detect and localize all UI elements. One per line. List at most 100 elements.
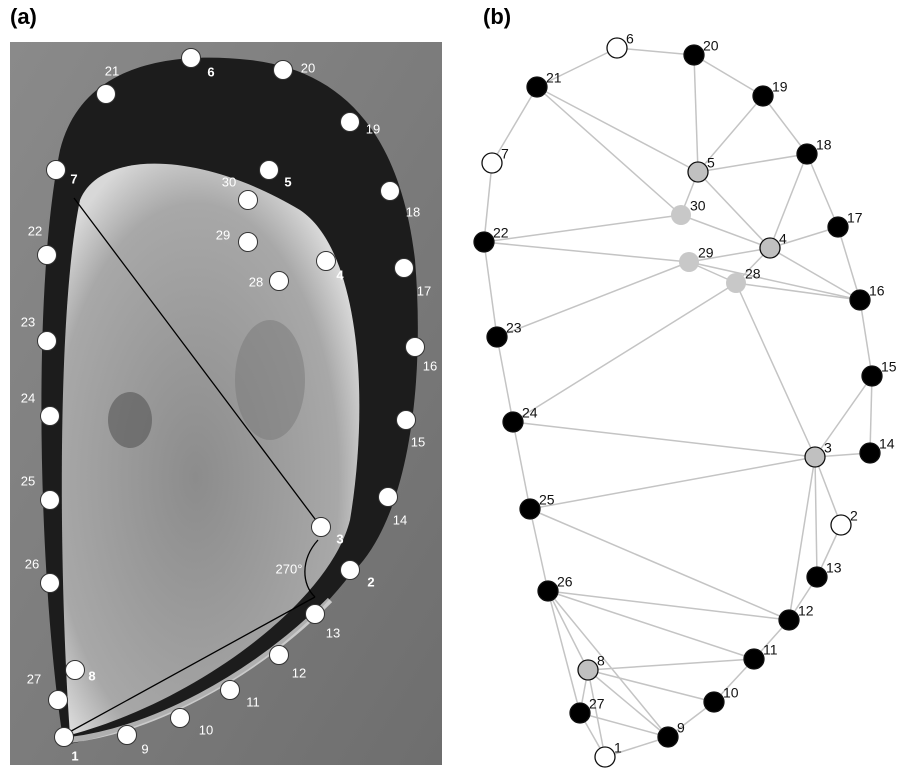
graph-edge bbox=[770, 154, 807, 248]
landmark bbox=[182, 49, 201, 68]
node-label: 26 bbox=[557, 574, 573, 590]
landmark-label: 4 bbox=[336, 267, 344, 282]
graph-node bbox=[828, 217, 848, 237]
landmark bbox=[317, 252, 336, 271]
landmark-label: 8 bbox=[88, 668, 95, 683]
landmark bbox=[260, 161, 279, 180]
graph-edge bbox=[694, 55, 763, 96]
landmark bbox=[41, 574, 60, 593]
landmark-label: 20 bbox=[301, 60, 315, 75]
landmark bbox=[171, 709, 190, 728]
graph-node bbox=[570, 703, 590, 723]
panel-label: (a) bbox=[10, 4, 37, 29]
graph-edge bbox=[484, 242, 689, 262]
graph-edge bbox=[689, 262, 860, 300]
landmark-label: 12 bbox=[292, 665, 306, 680]
node-label: 6 bbox=[626, 31, 634, 47]
landmark bbox=[381, 182, 400, 201]
node-label: 14 bbox=[879, 436, 895, 452]
graph-node bbox=[538, 581, 558, 601]
graph-edge bbox=[497, 262, 689, 337]
landmark bbox=[55, 728, 74, 747]
graph-node bbox=[607, 38, 627, 58]
graph-edge bbox=[698, 172, 770, 248]
node-label: 4 bbox=[779, 231, 787, 247]
node-label: 15 bbox=[881, 359, 897, 375]
landmark bbox=[397, 411, 416, 430]
landmark-label: 2 bbox=[367, 574, 374, 589]
landmark bbox=[341, 113, 360, 132]
graph-node bbox=[520, 499, 540, 519]
landmark-label: 27 bbox=[27, 671, 41, 686]
graph-node bbox=[779, 610, 799, 630]
graph-edge bbox=[530, 509, 548, 591]
node-label: 7 bbox=[501, 146, 509, 162]
node-label: 30 bbox=[690, 198, 706, 214]
graph-edge bbox=[513, 283, 736, 422]
landmark bbox=[97, 85, 116, 104]
landmark bbox=[239, 191, 258, 210]
graph-node bbox=[797, 144, 817, 164]
node-label: 22 bbox=[493, 225, 509, 241]
landmark-label: 9 bbox=[141, 741, 148, 756]
graph-node bbox=[671, 205, 691, 225]
landmark bbox=[118, 726, 137, 745]
graph-edge bbox=[736, 283, 815, 457]
node-label: 8 bbox=[597, 653, 605, 669]
node-label: 11 bbox=[763, 642, 778, 658]
node-label: 5 bbox=[707, 155, 715, 171]
graph-edge bbox=[807, 154, 838, 227]
landmark-label: 28 bbox=[249, 274, 263, 289]
graph-node bbox=[658, 727, 678, 747]
graph-edge bbox=[548, 591, 789, 620]
node-label: 18 bbox=[816, 137, 832, 153]
landmark-label: 17 bbox=[417, 283, 431, 298]
landmark-label: 3 bbox=[336, 531, 343, 546]
landmark bbox=[406, 338, 425, 357]
landmark bbox=[239, 233, 258, 252]
node-label: 2 bbox=[850, 508, 858, 524]
graph-node bbox=[578, 660, 598, 680]
node-label: 3 bbox=[824, 440, 832, 456]
landmark bbox=[270, 646, 289, 665]
graph-edge bbox=[789, 457, 815, 620]
landmark bbox=[274, 61, 293, 80]
shell-spot bbox=[235, 320, 305, 440]
landmark-label: 18 bbox=[406, 204, 420, 219]
landmark-label: 5 bbox=[284, 174, 291, 189]
graph-edge bbox=[484, 242, 497, 337]
landmark bbox=[270, 272, 289, 291]
graph-edge bbox=[815, 457, 817, 577]
landmark-label: 25 bbox=[21, 473, 35, 488]
graph-edge bbox=[617, 48, 694, 55]
node-label: 13 bbox=[826, 560, 842, 576]
graph-node bbox=[527, 77, 547, 97]
graph-node bbox=[688, 162, 708, 182]
node-label: 23 bbox=[506, 320, 522, 336]
landmark bbox=[41, 407, 60, 426]
graph-edge bbox=[513, 422, 530, 509]
graph-edge bbox=[694, 55, 698, 172]
graph-node bbox=[805, 447, 825, 467]
graph-edge bbox=[548, 591, 754, 659]
graph-node bbox=[760, 238, 780, 258]
angle-label: 270° bbox=[276, 561, 303, 576]
landmark-label: 15 bbox=[411, 434, 425, 449]
node-label: 9 bbox=[677, 720, 685, 736]
panel-label: (b) bbox=[483, 4, 511, 29]
node-label: 24 bbox=[522, 405, 538, 421]
graph-node bbox=[807, 567, 827, 587]
figure: 270° (a) (b) 123456789101112131415161718… bbox=[0, 0, 897, 770]
node-label: 27 bbox=[589, 696, 605, 712]
graph-node bbox=[679, 252, 699, 272]
landmark-label: 13 bbox=[326, 625, 340, 640]
graph-edge bbox=[484, 215, 681, 242]
graph-edge bbox=[530, 509, 789, 620]
landmark bbox=[221, 681, 240, 700]
node-label: 28 bbox=[745, 266, 761, 282]
node-label: 20 bbox=[703, 38, 719, 54]
graph-node bbox=[831, 515, 851, 535]
graph-node bbox=[862, 366, 882, 386]
landmark bbox=[395, 259, 414, 278]
landmark bbox=[341, 561, 360, 580]
